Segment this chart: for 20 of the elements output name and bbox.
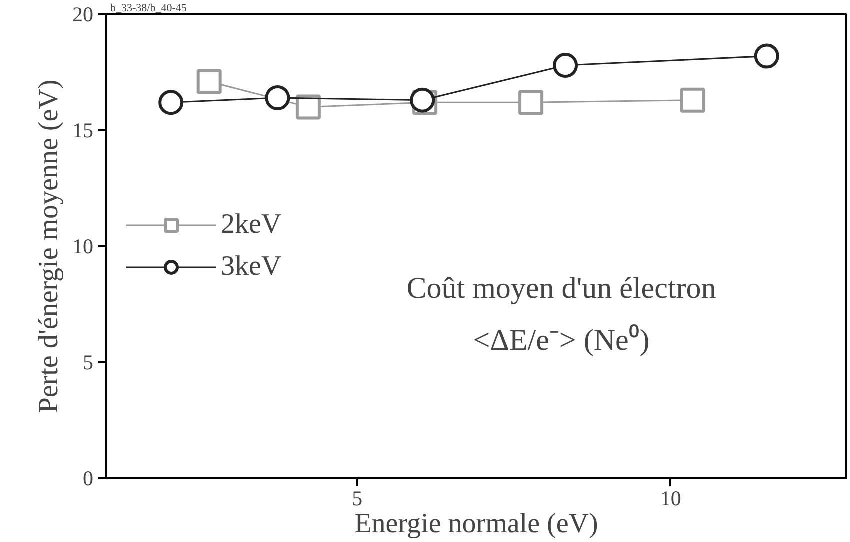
point: [518, 90, 544, 116]
legend-label: 3keV: [221, 250, 282, 284]
y-tick-label: 10: [72, 234, 94, 258]
annotation: Coût moyen d'un électron: [406, 272, 716, 305]
point: [196, 69, 222, 94]
legend-label: 2keV: [221, 208, 282, 242]
y-tick-label: 0: [83, 466, 94, 490]
annotation: <ΔE/e⁻> (Ne⁰): [473, 324, 650, 357]
point: [754, 44, 780, 69]
y-tick-label: 15: [72, 118, 94, 142]
point: [265, 86, 290, 110]
point: [553, 53, 578, 78]
annotation: b_33-38/b_40-45: [110, 2, 188, 14]
point: [680, 88, 706, 113]
point: [296, 94, 321, 120]
x-axis-title: Energie normale (eV): [354, 508, 598, 540]
point: [158, 90, 184, 116]
y-axis-title: Perte d'énergie moyenne (eV): [34, 80, 64, 414]
y-tick-label: 20: [72, 2, 94, 26]
y-tick-label: 5: [83, 350, 94, 374]
